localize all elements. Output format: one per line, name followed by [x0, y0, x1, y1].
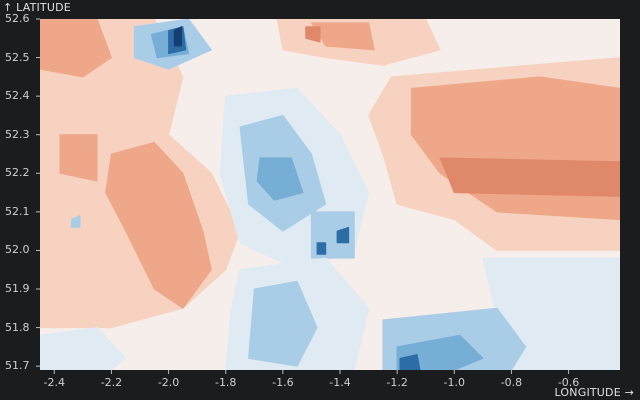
y-tick-label: 52.3: [5, 127, 30, 141]
x-tick-label: -1.0: [443, 376, 466, 389]
region-midfield-dark-b: [336, 226, 350, 244]
x-tick-label: -1.4: [329, 376, 351, 389]
x-axis-title: LONGITUDE →: [554, 386, 634, 399]
region-west-edge-cool: [70, 215, 81, 228]
x-tick-label: -1.2: [386, 376, 408, 389]
region-west-warm-strip: [59, 134, 98, 182]
y-tick-label: 52.5: [5, 50, 30, 64]
region-north-central-core: [310, 22, 375, 51]
y-tick-label: 52.6: [5, 12, 30, 25]
region-south-dark-spot: [399, 354, 421, 370]
heatmap-regions: [40, 19, 620, 370]
x-tick-label: -0.6: [557, 376, 580, 389]
region-northwest-warm: [40, 19, 112, 78]
region-north-darkest-spot: [173, 26, 182, 47]
region-south-central-mid: [248, 280, 318, 367]
y-tick-label: 52.4: [5, 89, 30, 103]
region-central-cool-core: [256, 157, 304, 201]
y-tick-label: 52.0: [5, 243, 30, 257]
x-tick-label: -2.4: [43, 376, 66, 389]
region-midfield-dark-a: [316, 242, 327, 255]
x-tick-label: -1.6: [272, 376, 294, 389]
y-tick-label: 51.8: [5, 320, 30, 334]
region-east-hot-band: [439, 157, 620, 197]
x-tick-label: -2.2: [100, 376, 123, 389]
region-west-warm-core: [105, 141, 212, 309]
x-tick-label: -2.0: [157, 376, 180, 389]
y-axis-title: ↑ LATITUDE: [3, 1, 71, 14]
y-tick-label: 51.9: [5, 282, 30, 295]
y-tick-label: 52.1: [5, 204, 30, 218]
y-tick-label: 52.2: [5, 166, 30, 180]
x-tick-label: -0.8: [500, 376, 523, 389]
region-north-hot-spot: [305, 26, 321, 43]
x-tick-label: -1.8: [214, 376, 237, 389]
y-tick-label: 51.7: [5, 359, 30, 373]
region-southwest-cool: [40, 327, 127, 370]
